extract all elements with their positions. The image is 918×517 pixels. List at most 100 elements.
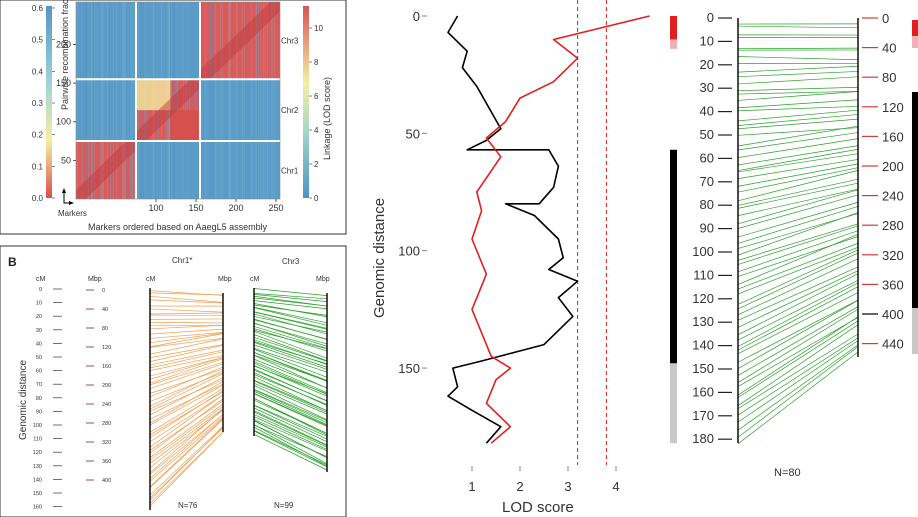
- panel-d-mbp-tick-label: 400: [882, 307, 904, 322]
- chr1-synteny-line: [149, 338, 224, 355]
- chr1-synteny-line: [149, 358, 224, 384]
- panel-d-synteny-line: [737, 316, 859, 396]
- heatmap-y-tick-label: 100: [56, 117, 71, 127]
- panel-c-x-label: LOD score: [502, 499, 574, 516]
- right-scale-tick-label: 4: [314, 126, 319, 135]
- x-axis-label: Markers ordered based on AaegL5 assembly: [88, 222, 268, 232]
- chr3-synteny-line: [253, 306, 328, 324]
- panel-d-cm-tick-label: 60: [700, 150, 714, 165]
- chr3-synteny-line: [253, 334, 328, 362]
- panel-b-letter: B: [8, 255, 17, 269]
- chr1-synteny-line: [149, 370, 224, 407]
- chr1-synteny-line: [149, 321, 224, 324]
- chr1-synteny-line: [149, 324, 224, 330]
- chr3-synteny-line: [253, 354, 328, 382]
- chrom-label: Chr2: [281, 106, 299, 115]
- panel-d-mbp-tick-label: 440: [882, 337, 904, 352]
- chr1-synteny-lines: [149, 290, 224, 507]
- chr3-synteny-line: [253, 433, 328, 471]
- chr1-synteny-line: [149, 381, 224, 424]
- panel-d-synteny-line: [737, 273, 859, 336]
- panel-d-cm-tick-label: 130: [692, 314, 714, 329]
- panel-d-synteny-line: [737, 236, 859, 277]
- panel-d-synteny-line: [737, 346, 859, 438]
- panel-d-synteny-line: [737, 132, 859, 151]
- panel-d-track: [912, 20, 918, 36]
- chr3-synteny-line: [253, 393, 328, 427]
- panel-d-synteny-line: [737, 188, 859, 216]
- panel-b-mbp-tick-label: 240: [102, 402, 111, 408]
- chr1-synteny-line: [149, 373, 224, 410]
- panel-b-mbp-tick-label: 0: [102, 288, 105, 294]
- chr1-synteny-line: [149, 391, 224, 436]
- panel-b-cm-ticks: 0 10 20 30 40 50 60 70 80 90 100 110 120 130 140 150 160: [33, 287, 62, 511]
- heatmap-block: [136, 2, 200, 80]
- panel-d-synteny-line: [737, 206, 859, 244]
- chrom-labels: Chr3 Chr2 Chr1: [281, 37, 299, 176]
- panel-c-tracks: [670, 16, 677, 444]
- panel-b-mbp-ticks: 0 40 80 120 160 200 240 280 320 360 400: [86, 288, 111, 484]
- chr3-synteny-line: [253, 424, 328, 464]
- panel-d-synteny-line: [737, 153, 859, 173]
- chr3-title: Chr3: [282, 257, 300, 266]
- panel-c-x-tick-label: 2: [516, 479, 523, 494]
- left-scale-tick-label: 0.5: [32, 36, 44, 45]
- panel-c: Genomic distance 0 50 100 150 1 2 3 4 LOD scor…: [371, 0, 677, 516]
- heatmap-block: [76, 79, 136, 142]
- left-scale-tick-label: 0.4: [32, 67, 44, 76]
- panel-d-synteny-line: [737, 65, 859, 73]
- chr1-synteny-line: [149, 390, 224, 438]
- panel-d-mbp-tick-label: 320: [882, 248, 904, 263]
- heatmap-block: [136, 141, 200, 199]
- panel-c-track: [670, 149, 677, 364]
- right-scale-tick-label: 0: [314, 194, 319, 203]
- chr1-synteny-line: [149, 426, 224, 501]
- chr3-synteny-line: [253, 424, 328, 457]
- left-color-scale: [46, 6, 52, 198]
- chr3-synteny-line: [253, 328, 328, 352]
- panel-d-synteny-line: [737, 324, 859, 407]
- panel-d-synteny-line: [737, 308, 859, 383]
- panel-d-synteny-line: [737, 282, 859, 347]
- chr3-synteny-line: [253, 348, 328, 373]
- chr1-synteny-line: [149, 312, 224, 315]
- panel-c-x-tick-label: 1: [468, 479, 475, 494]
- panel-d-cm-tick-label: 0: [707, 10, 714, 25]
- left-scale-tick-label: 0.3: [32, 99, 44, 108]
- chr1-synteny-line: [149, 351, 224, 369]
- panel-d-track: [912, 308, 918, 354]
- panel-d-mbp-tick-label: 80: [882, 70, 896, 85]
- panel-c-x-tick-label: 3: [564, 479, 571, 494]
- heatmap-y-tick-label: 150: [56, 78, 71, 88]
- chr3-synteny-line: [253, 322, 328, 347]
- panel-d-synteny-line: [737, 333, 859, 409]
- panel-d-mbp-tick-label: 40: [882, 41, 896, 56]
- chr3-synteny-line: [253, 426, 328, 467]
- panel-d-synteny-line: [737, 125, 859, 147]
- chr1-synteny-line: [149, 363, 224, 389]
- chr3-synteny-line: [253, 376, 328, 412]
- chr1-synteny-line: [149, 328, 224, 335]
- panel-b-cm-tick-label: 0: [39, 287, 42, 293]
- chr3-synteny-line: [253, 319, 328, 340]
- chr1-n-label: N=76: [178, 501, 198, 510]
- panel-b-cm-tick-label: 160: [33, 505, 42, 511]
- chr3-synteny-line: [253, 372, 328, 406]
- panel-c-y-tick-label: 50: [406, 126, 420, 141]
- chr3-synteny-line: [253, 380, 328, 413]
- panel-d-synteny-line: [737, 194, 859, 229]
- heatmap-y-tick-label: 200: [56, 39, 71, 49]
- panel-b-cm-tick-label: 30: [36, 328, 42, 334]
- chr1-synteny-line: [149, 344, 224, 362]
- panel-b-mbp-tick-label: 160: [102, 364, 111, 370]
- panel-c-track: [670, 363, 677, 444]
- chr3-synteny-line: [253, 326, 328, 349]
- chr3-synteny-line: [253, 416, 328, 450]
- panel-c-series: [447, 15, 650, 444]
- chr3-synteny-line: [253, 361, 328, 394]
- chr3-synteny-line: [253, 407, 328, 442]
- panel-b-mbp-tick-label: 120: [102, 345, 111, 351]
- chr1-synteny-line: [149, 337, 224, 348]
- panel-d-track: [912, 92, 918, 308]
- panel-d-cm-tick-label: 80: [700, 197, 714, 212]
